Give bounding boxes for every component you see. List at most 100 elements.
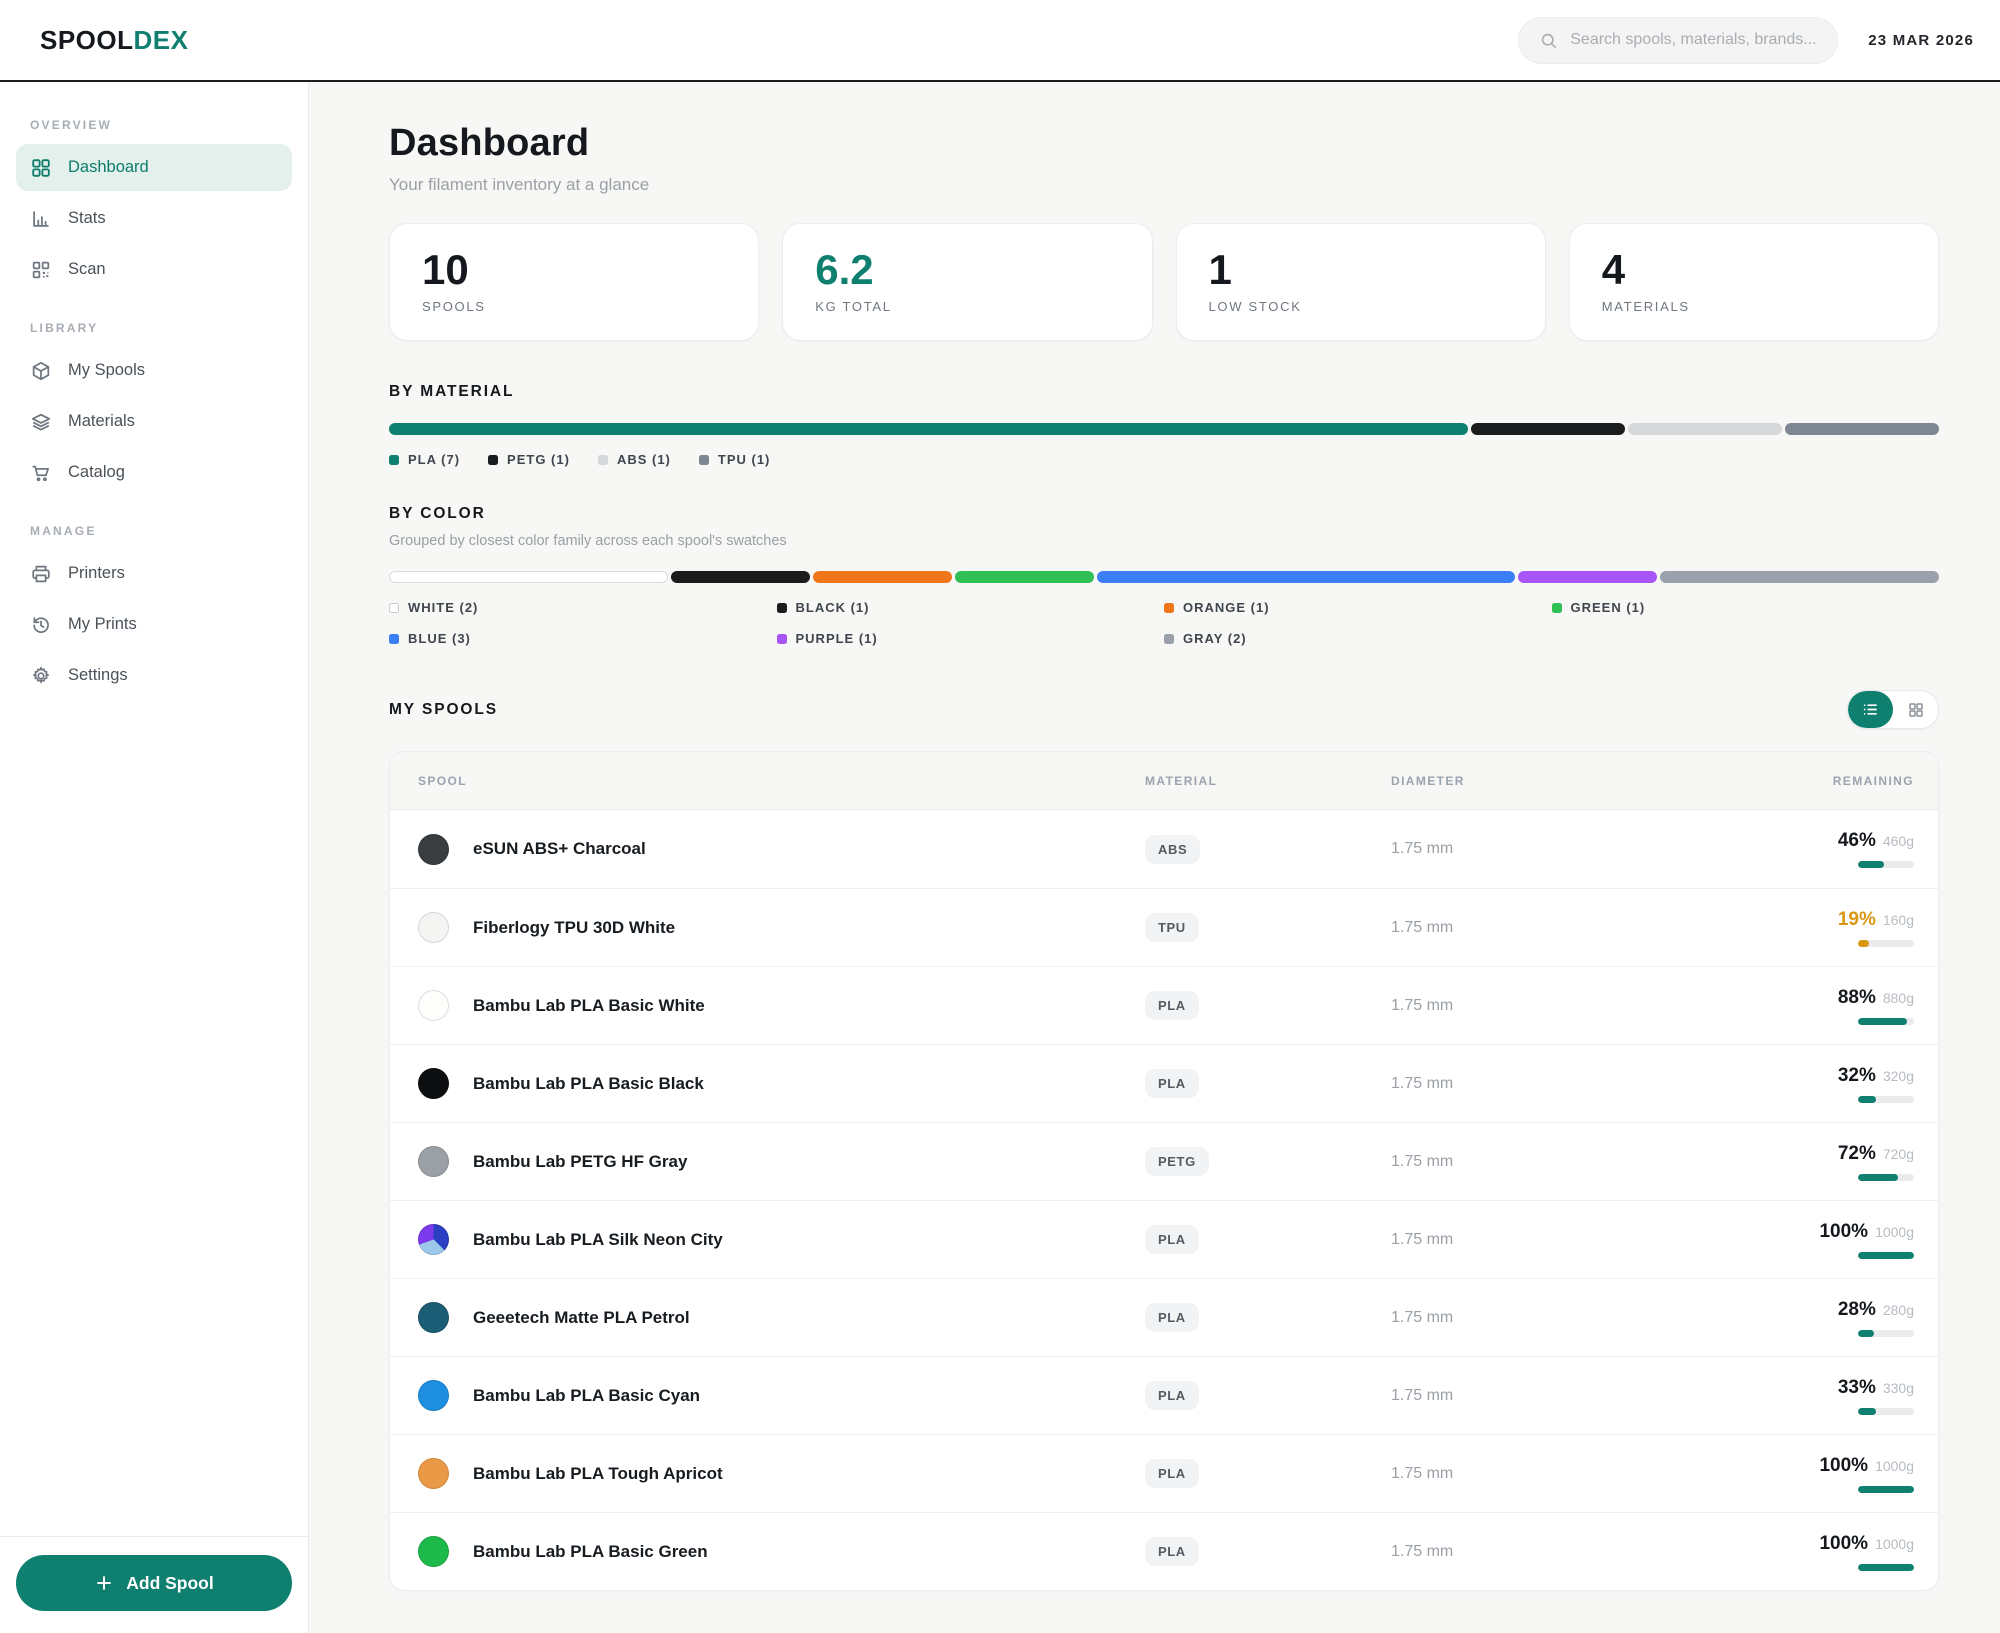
remaining-progress-track: [1858, 1251, 1914, 1259]
list-view-button[interactable]: [1848, 691, 1893, 728]
remaining-progress-fill: [1858, 1563, 1914, 1571]
remaining-progress-fill: [1858, 861, 1884, 868]
app-logo: SPOOLDEX: [40, 25, 188, 56]
stat-value: 10: [422, 246, 469, 293]
material-cell: PLA: [1145, 1459, 1391, 1488]
gear-icon: [30, 665, 52, 687]
stat-label: MATERIALS: [1601, 299, 1690, 315]
spool-row[interactable]: eSUN ABS+ Charcoal ABS 1.75 mm 46% 460g: [390, 810, 1938, 888]
sidebar-item-my-prints[interactable]: My Prints: [16, 601, 292, 648]
remaining-cell: 46% 460g: [1731, 830, 1914, 868]
color-legend-orange: ORANGE (1): [1164, 600, 1552, 615]
material-cell: PLA: [1145, 1381, 1391, 1410]
printer-icon: [30, 563, 52, 585]
sidebar: OVERVIEW Dashboard Stats Scan LIBRARY My Spoo…: [0, 82, 309, 1633]
color-bar: [389, 571, 1939, 583]
layers-icon: [30, 411, 52, 433]
sidebar-item-stats[interactable]: Stats: [16, 195, 292, 242]
stat-card-low-stock: 1 LOW STOCK: [1175, 223, 1546, 341]
stat-label: LOW STOCK: [1208, 299, 1302, 315]
stat-value: 6.2: [815, 246, 874, 293]
sidebar-item-dashboard[interactable]: Dashboard: [16, 144, 292, 191]
remaining-cell: 100% 1000g: [1731, 1221, 1914, 1259]
diameter-cell: 1.75 mm: [1391, 1074, 1454, 1092]
color-legend: WHITE (2) BLACK (1) ORANGE (1) GREEN (1) BLU…: [389, 600, 1939, 646]
sidebar-item-materials[interactable]: Materials: [16, 398, 292, 445]
sidebar-section-label-manage: MANAGE: [30, 524, 97, 538]
material-badge: TPU: [1145, 913, 1199, 942]
list-icon: [1863, 704, 1877, 715]
stat-card-materials: 4 MATERIALS: [1568, 223, 1939, 341]
search-input[interactable]: [1570, 31, 1818, 49]
sidebar-item-catalog[interactable]: Catalog: [16, 449, 292, 496]
legend-swatch: [389, 454, 399, 465]
sidebar-item-label: Settings: [68, 666, 128, 684]
by-color-section: BY COLOR Grouped by closest color family…: [389, 505, 1939, 646]
spool-cell: Bambu Lab PLA Basic Black: [418, 1068, 1145, 1099]
material-badge: PLA: [1145, 1303, 1199, 1332]
add-spool-button[interactable]: Add Spool: [16, 1555, 292, 1611]
spool-color-swatch: [418, 1068, 449, 1099]
remaining-cell: 32% 320g: [1731, 1065, 1914, 1103]
column-header-diameter: DIAMETER: [1391, 773, 1465, 788]
sidebar-item-label: Dashboard: [68, 158, 149, 176]
remaining-percent: 72%: [1837, 1142, 1876, 1164]
remaining-cell: 88% 880g: [1731, 987, 1914, 1025]
spool-row[interactable]: Bambu Lab PLA Silk Neon City PLA 1.75 mm 10…: [390, 1200, 1938, 1278]
color-segment-orange: [812, 571, 953, 583]
color-legend-blue: BLUE (3): [389, 631, 777, 646]
legend-swatch: [698, 454, 709, 465]
plus-icon: [97, 1576, 112, 1590]
sidebar-item-label: Catalog: [68, 463, 125, 481]
spool-row[interactable]: Bambu Lab PLA Tough Apricot PLA 1.75 mm 100…: [390, 1434, 1938, 1512]
spool-row[interactable]: Geeetech Matte PLA Petrol PLA 1.75 mm 28% 28…: [390, 1278, 1938, 1356]
remaining-progress-fill: [1858, 939, 1869, 947]
sidebar-item-my-spools[interactable]: My Spools: [16, 347, 292, 394]
material-segment-tpu: [1784, 423, 1939, 435]
sidebar-item-printers[interactable]: Printers: [16, 550, 292, 597]
current-date: 23 MAR 2026: [1868, 31, 1974, 49]
material-segment-abs: [1627, 423, 1782, 435]
sidebar-nav: OVERVIEW Dashboard Stats Scan LIBRARY My Spoo…: [16, 118, 292, 703]
legend-label: BLACK (1): [795, 600, 870, 615]
page-title: Dashboard: [389, 122, 590, 164]
spool-row[interactable]: Bambu Lab PETG HF Gray PETG 1.75 mm 72% 720g: [390, 1122, 1938, 1200]
grid-view-button[interactable]: [1893, 691, 1938, 728]
column-header-material: MATERIAL: [1145, 773, 1218, 788]
remaining-percent: 88%: [1837, 986, 1876, 1008]
spool-row[interactable]: Fiberlogy TPU 30D White TPU 1.75 mm 19% 160g: [390, 888, 1938, 966]
spool-color-swatch: [418, 1536, 449, 1567]
spool-color-swatch: [418, 833, 449, 865]
spool-name: Fiberlogy TPU 30D White: [473, 917, 676, 937]
remaining-values: 33% 330g: [1838, 1377, 1914, 1399]
color-legend-white: WHITE (2): [389, 600, 777, 615]
material-segment-petg: [1470, 423, 1625, 435]
legend-label: PURPLE (1): [795, 631, 878, 646]
spool-row[interactable]: Bambu Lab PLA Basic Black PLA 1.75 mm 32% 32…: [390, 1044, 1938, 1122]
diameter-cell: 1.75 mm: [1391, 1308, 1454, 1326]
spool-cell: Bambu Lab PLA Basic Green: [418, 1536, 1145, 1567]
remaining-progress-fill: [1858, 1173, 1899, 1181]
sidebar-item-settings[interactable]: Settings: [16, 652, 292, 699]
material-badge: PLA: [1145, 991, 1199, 1020]
remaining-progress-fill: [1858, 1485, 1914, 1493]
sidebar-item-scan[interactable]: Scan: [16, 246, 292, 293]
my-spools-title: MY SPOOLS: [389, 700, 498, 718]
legend-swatch: [488, 454, 499, 465]
spool-cell: Bambu Lab PLA Basic Cyan: [418, 1380, 1145, 1411]
diameter-cell: 1.75 mm: [1391, 1386, 1454, 1404]
sidebar-item-label: Stats: [68, 209, 106, 227]
spool-row[interactable]: Bambu Lab PLA Basic Green PLA 1.75 mm 100% 1…: [390, 1512, 1938, 1590]
sidebar-bottom: Add Spool: [0, 1536, 308, 1633]
material-cell: PLA: [1145, 1537, 1391, 1566]
material-cell: PLA: [1145, 1303, 1391, 1332]
search-bar[interactable]: [1518, 16, 1839, 64]
column-header-remaining: REMAINING: [1832, 773, 1914, 788]
stat-value: 4: [1601, 246, 1626, 293]
remaining-percent: 46%: [1837, 830, 1876, 851]
color-segment-gray: [1660, 571, 1939, 583]
spool-name: Bambu Lab PETG HF Gray: [473, 1151, 688, 1171]
spool-row[interactable]: Bambu Lab PLA Basic White PLA 1.75 mm 88% 88…: [390, 966, 1938, 1044]
remaining-progress-track: [1858, 1563, 1914, 1571]
spool-row[interactable]: Bambu Lab PLA Basic Cyan PLA 1.75 mm 33% 330…: [390, 1356, 1938, 1434]
